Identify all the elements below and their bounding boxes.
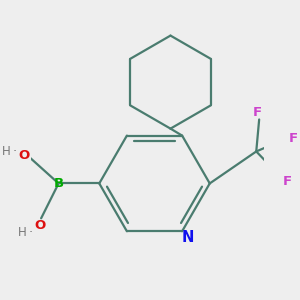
Text: F: F bbox=[289, 132, 298, 145]
Text: ·: · bbox=[13, 145, 17, 158]
Text: ·: · bbox=[29, 226, 33, 239]
Text: O: O bbox=[34, 219, 45, 232]
Text: B: B bbox=[53, 177, 64, 190]
Text: F: F bbox=[253, 106, 262, 119]
Text: F: F bbox=[283, 176, 292, 188]
Text: H: H bbox=[18, 226, 27, 239]
Text: N: N bbox=[182, 230, 194, 244]
Text: H: H bbox=[2, 145, 11, 158]
Text: O: O bbox=[18, 149, 29, 162]
